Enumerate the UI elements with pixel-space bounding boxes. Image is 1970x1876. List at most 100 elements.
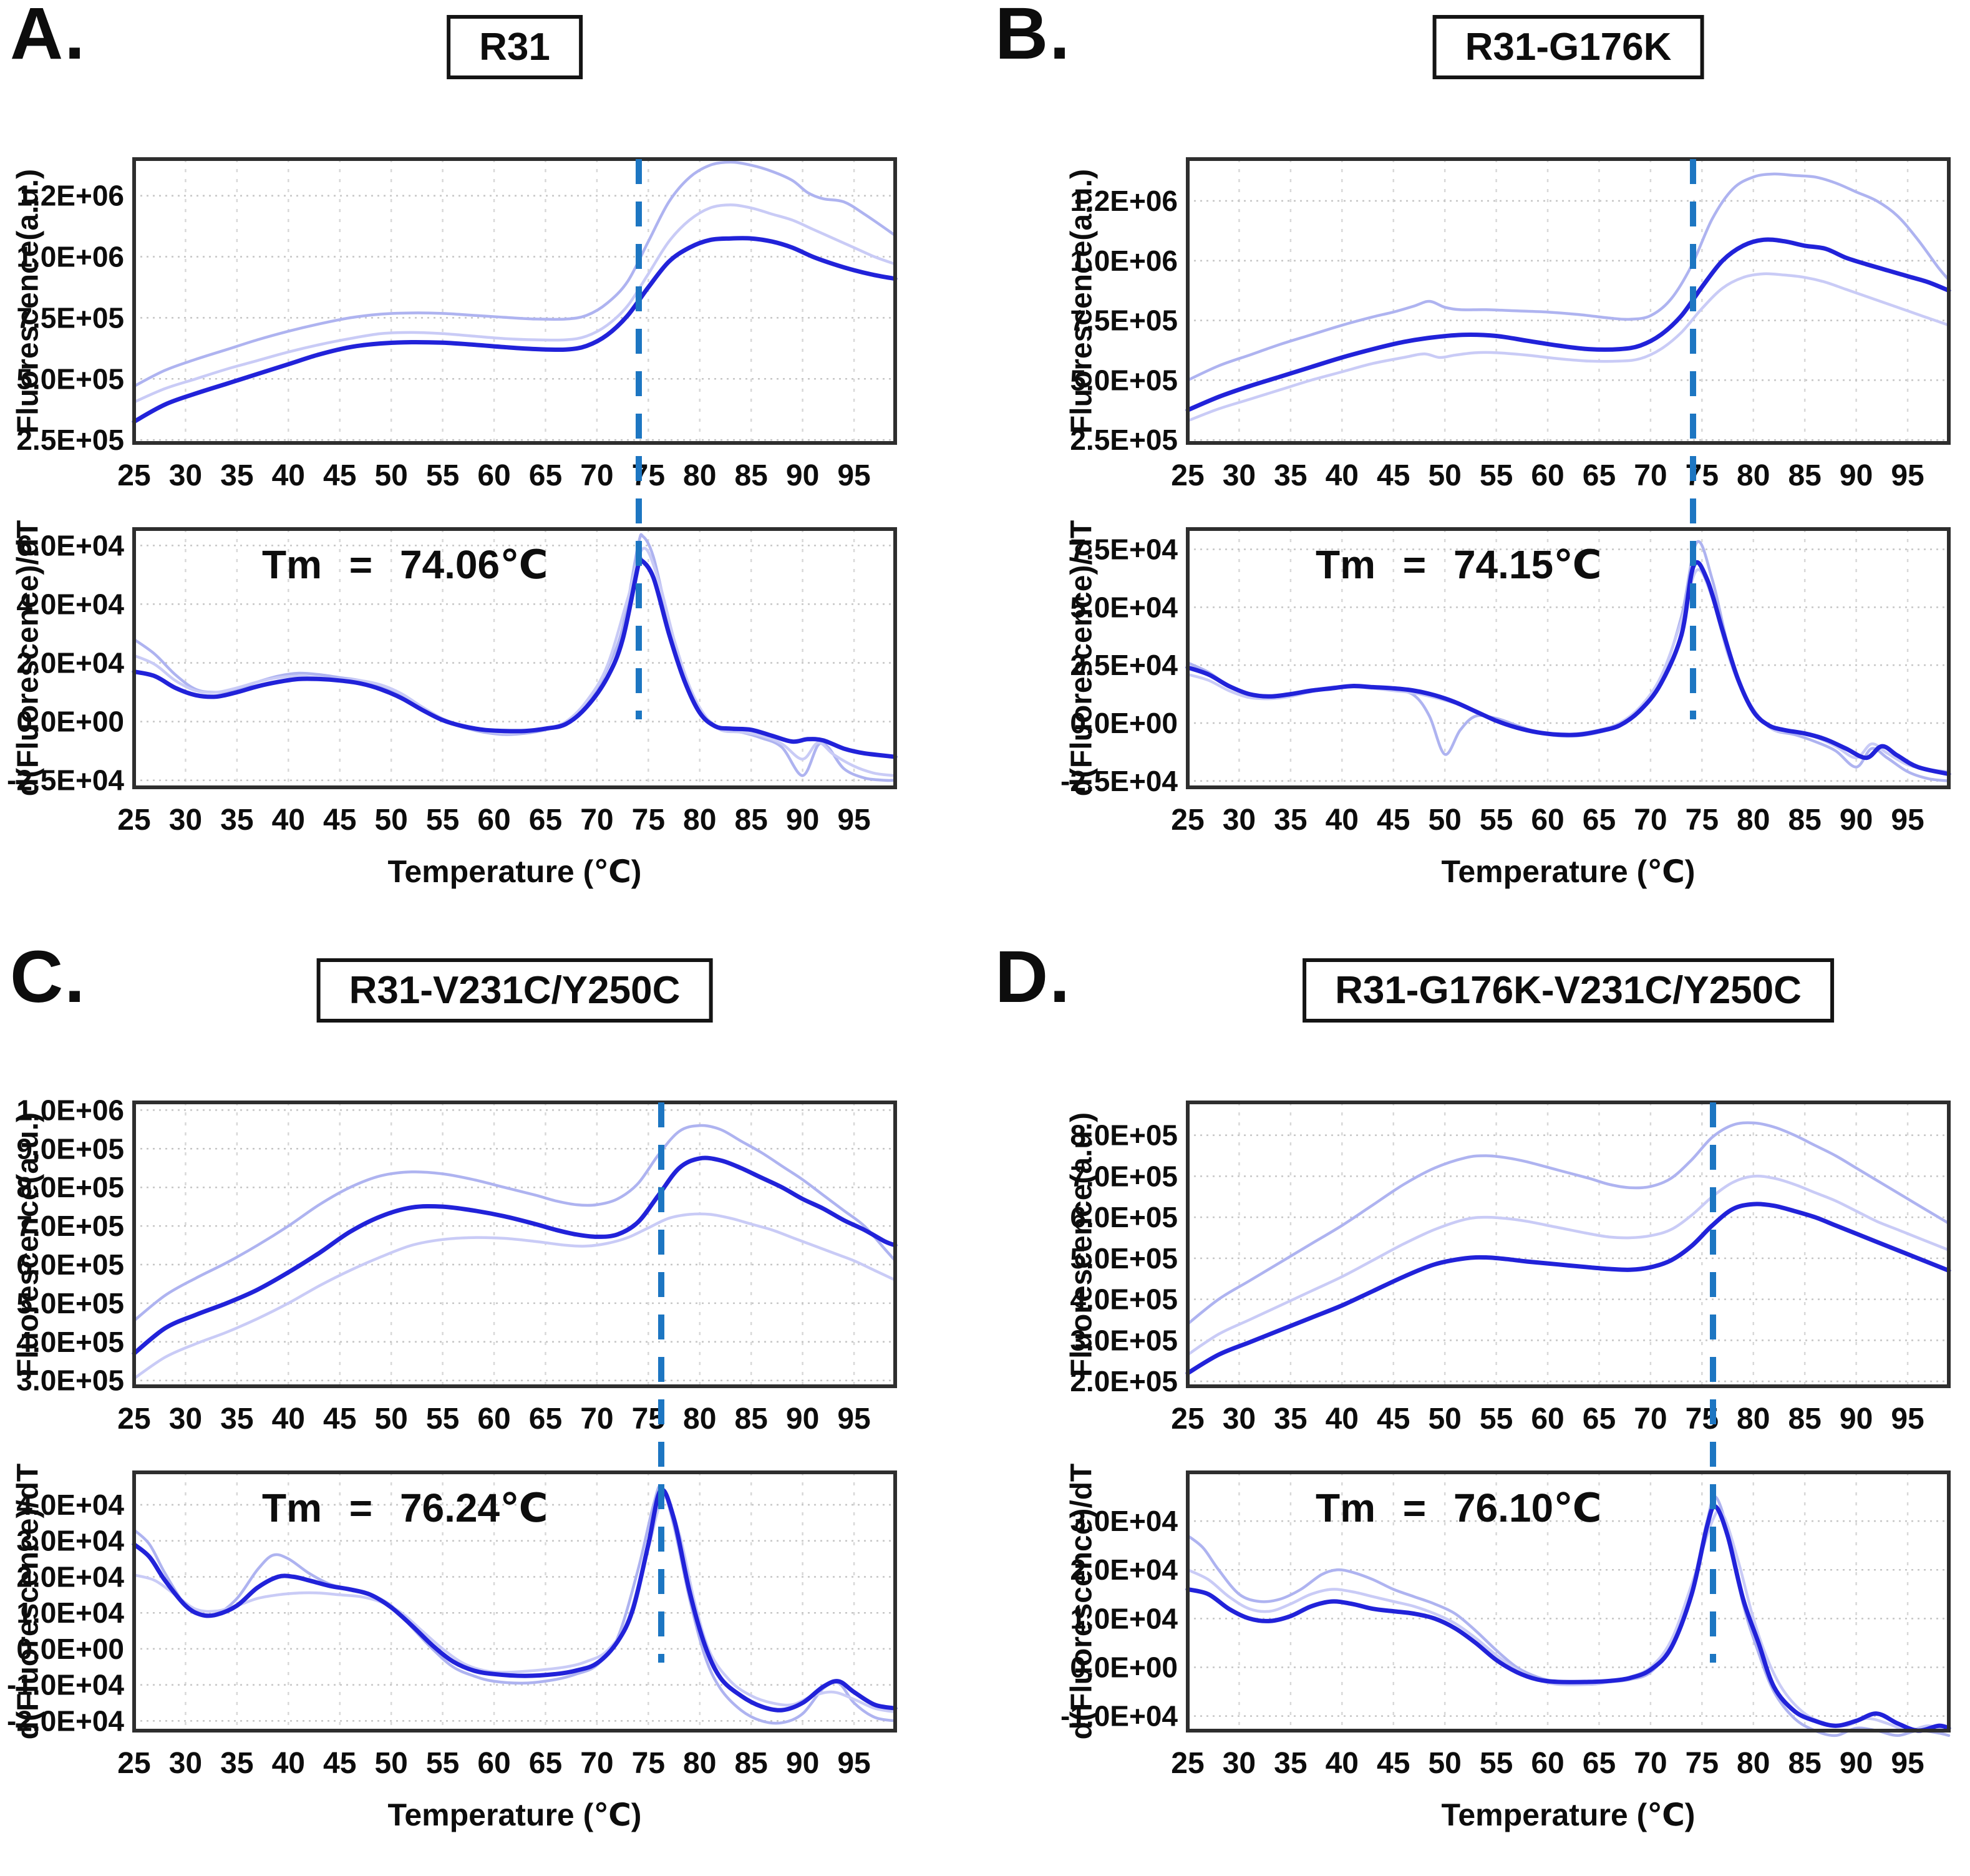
plot-border xyxy=(1186,157,1951,445)
x-tick-label: 40 xyxy=(272,804,305,837)
x-tick-label: 25 xyxy=(117,1402,150,1436)
x-tick-label: 55 xyxy=(426,1747,459,1780)
x-tick-label: 45 xyxy=(1377,804,1410,837)
panel-a: A. R31 Fluorescence(a.u.) d(Fluorescence… xyxy=(0,0,985,933)
tm-annotation: Tm = 74.15℃ xyxy=(1316,542,1602,587)
panel-title: R31-G176K xyxy=(1432,15,1704,79)
series-main-path xyxy=(1185,1202,1951,1376)
derivative-chart: 25 30 35 40 45 50 55 60 65 70 75 80 85 90 95 -2.5E+04 0.… xyxy=(1060,527,1951,837)
x-tick-label: 65 xyxy=(1583,1747,1616,1780)
plot-border xyxy=(132,527,897,789)
x-tick-label: 75 xyxy=(1686,1747,1719,1780)
y-tick-label: 8.0E+05 xyxy=(1070,1119,1178,1152)
x-tick-label: 35 xyxy=(220,1402,253,1436)
x-tick-label: 55 xyxy=(1480,1402,1513,1436)
y-tick-label: 3.0E+05 xyxy=(16,1364,124,1397)
x-tick-label: 35 xyxy=(1274,1747,1307,1780)
x-tick-label: 25 xyxy=(117,459,150,492)
y-tick-label: 2.5E+05 xyxy=(16,424,124,456)
series-light1-path xyxy=(1186,172,1951,382)
x-tick-label: 85 xyxy=(734,804,767,837)
panel-b: B. R31-G176K Fluorescence(a.u.) d(Fluore… xyxy=(985,0,1970,933)
y-tick-label: 3.0E+05 xyxy=(1070,1324,1178,1356)
x-tick-label: 65 xyxy=(529,459,562,492)
x-tick-label: 60 xyxy=(477,459,510,492)
y-tick-label: 5.0E+05 xyxy=(16,1287,124,1320)
y-tick-label: 5.0E+04 xyxy=(1070,591,1178,623)
y-tick-label: 0.0E+00 xyxy=(1070,707,1178,739)
y-tick-label: 4.0E+04 xyxy=(16,588,124,620)
x-tick-label: 75 xyxy=(1686,804,1719,837)
tm-dashed-line xyxy=(657,1102,664,1663)
x-tick-label: 55 xyxy=(1480,804,1513,837)
x-tick-label: 30 xyxy=(1223,459,1256,492)
x-tick-label: 55 xyxy=(1480,459,1513,492)
x-tick-label: 50 xyxy=(374,804,407,837)
x-tick-label: 60 xyxy=(477,804,510,837)
x-tick-label: 30 xyxy=(169,1402,202,1436)
x-tick-label: 80 xyxy=(683,804,716,837)
y-tick-label: 7.0E+05 xyxy=(1070,1160,1178,1192)
x-tick-label: 60 xyxy=(1531,459,1564,492)
y-tick-label: 5.0E+05 xyxy=(16,362,124,395)
panel-title: R31-V231C/Y250C xyxy=(316,958,713,1023)
x-tick-label: 40 xyxy=(1326,459,1359,492)
y-tick-label: 3.0E+04 xyxy=(1070,1505,1178,1537)
derivative-chart: 25 30 35 40 45 50 55 60 65 70 75 80 85 90 95 -2.5E+04 0.… xyxy=(7,527,898,837)
x-tick-label: 45 xyxy=(323,1747,356,1780)
panel-d: D. R31-G176K-V231C/Y250C Fluorescence(a.… xyxy=(985,936,1970,1876)
x-axis-label: Temperature (℃) xyxy=(387,854,642,889)
series-main-path xyxy=(132,555,898,759)
fluorescence-chart: 25 30 35 40 45 50 55 60 65 70 75 80 85 90 952.5E+055.0… xyxy=(1070,157,1951,492)
x-tick-label: 95 xyxy=(1891,1402,1924,1436)
x-tick-label: 80 xyxy=(1737,1747,1770,1780)
y-tick-label: 2.0E+04 xyxy=(16,1560,124,1593)
fluorescence-chart: 25 30 35 40 45 50 55 60 65 70 75 80 85 90 952.0E+053.0… xyxy=(1070,1101,1951,1436)
x-tick-label: 65 xyxy=(1583,804,1616,837)
x-tick-label: 35 xyxy=(220,1747,253,1780)
y-tick-label: 7.0E+05 xyxy=(16,1210,124,1242)
x-tick-label: 40 xyxy=(1326,1747,1359,1780)
tm-dashed-line xyxy=(1690,159,1697,719)
series-main-path xyxy=(132,236,898,424)
series-main-path xyxy=(1185,237,1951,412)
x-tick-label: 70 xyxy=(580,459,613,492)
x-tick-label: 25 xyxy=(117,804,150,837)
x-tick-label: 50 xyxy=(374,1747,407,1780)
series-light1-path xyxy=(132,1124,897,1323)
x-tick-label: 45 xyxy=(1377,1402,1410,1436)
tm-dashed-line xyxy=(635,159,642,719)
x-tick-label: 90 xyxy=(786,804,819,837)
y-tick-label: 1.0E+06 xyxy=(16,241,124,273)
x-tick-label: 70 xyxy=(1634,804,1667,837)
x-tick-label: 95 xyxy=(837,1747,870,1780)
x-tick-label: 60 xyxy=(477,1747,510,1780)
series-light1-path xyxy=(132,160,897,388)
x-tick-label: 90 xyxy=(786,1402,819,1436)
y-tick-label: 2.0E+04 xyxy=(1070,1553,1178,1586)
y-tick-label: -2.0E+04 xyxy=(7,1704,124,1737)
x-tick-label: 60 xyxy=(1531,1747,1564,1780)
y-tick-label: 1.0E+04 xyxy=(1070,1602,1178,1635)
x-tick-label: 90 xyxy=(1840,459,1873,492)
x-tick-label: 80 xyxy=(1737,804,1770,837)
y-tick-label: 2.5E+05 xyxy=(1070,424,1178,456)
y-tick-label: 7.5E+05 xyxy=(1070,304,1178,337)
x-tick-label: 40 xyxy=(272,1747,305,1780)
tm-annotation: Tm = 76.24℃ xyxy=(262,1485,548,1530)
fluorescence-chart: 25 30 35 40 45 50 55 60 65 70 75 80 85 90 953.0E+054.0… xyxy=(16,1094,898,1436)
x-tick-label: 25 xyxy=(1171,459,1204,492)
x-axis-label: Temperature (℃) xyxy=(1441,854,1696,889)
series-main-path xyxy=(132,1487,898,1713)
y-tick-label: 2.0E+04 xyxy=(16,647,124,679)
plot-border xyxy=(132,1470,897,1733)
panel-letter: C. xyxy=(10,936,86,1018)
x-tick-label: 35 xyxy=(220,459,253,492)
x-tick-label: 65 xyxy=(1583,459,1616,492)
y-tick-label: 1.2E+06 xyxy=(1070,185,1178,217)
x-tick-label: 80 xyxy=(1737,1402,1770,1436)
x-tick-label: 55 xyxy=(426,804,459,837)
x-tick-label: 35 xyxy=(1274,459,1307,492)
panel-letter: D. xyxy=(995,936,1071,1018)
series-main-path xyxy=(1185,1504,1951,1733)
